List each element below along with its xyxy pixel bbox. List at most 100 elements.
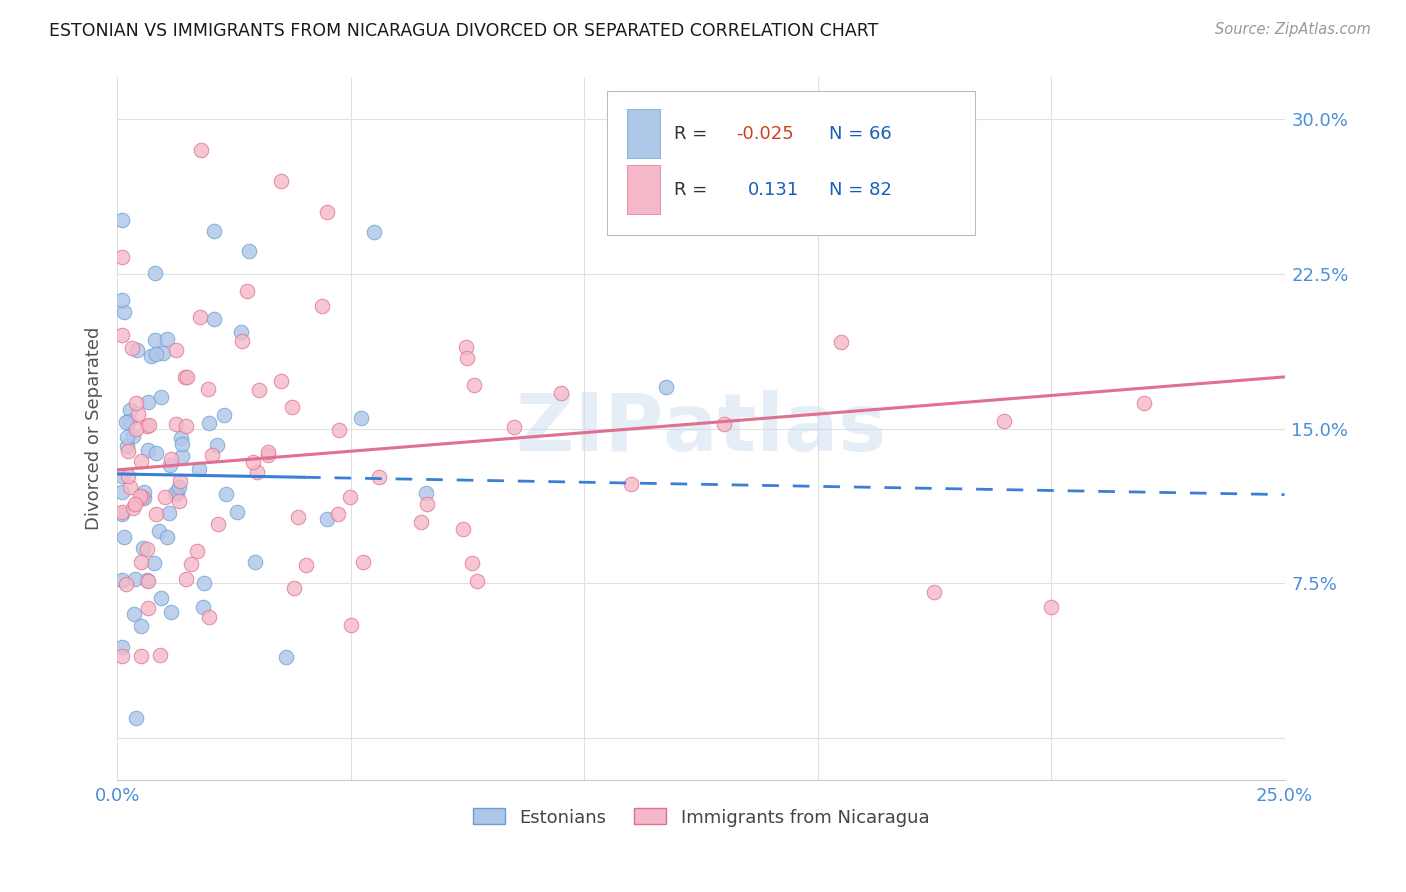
Point <box>713 417 735 431</box>
Text: -0.025: -0.025 <box>735 125 793 143</box>
Point <box>122 501 145 516</box>
Point <box>165 486 187 500</box>
Point <box>125 711 148 725</box>
Point <box>120 480 142 494</box>
Point <box>456 340 478 354</box>
Point <box>174 370 197 384</box>
Point <box>118 402 141 417</box>
Point <box>143 333 166 347</box>
Point <box>202 311 225 326</box>
Point <box>111 293 134 307</box>
Point <box>198 610 221 624</box>
Point <box>138 601 160 615</box>
Point <box>111 250 134 264</box>
Point <box>112 530 135 544</box>
Bar <box>627 165 659 214</box>
Point <box>924 585 946 599</box>
Text: N = 66: N = 66 <box>830 125 891 143</box>
Point <box>143 266 166 280</box>
Point <box>117 443 139 458</box>
Point <box>124 497 146 511</box>
Point <box>226 505 249 519</box>
Point <box>316 204 339 219</box>
Point <box>157 506 180 520</box>
Point <box>145 347 167 361</box>
Point <box>111 328 134 343</box>
Point <box>135 541 157 556</box>
Point <box>114 415 136 429</box>
Point <box>149 648 172 662</box>
Point <box>283 581 305 595</box>
Point <box>129 454 152 468</box>
Point <box>129 555 152 569</box>
Point <box>328 423 350 437</box>
Point <box>111 573 134 587</box>
Point <box>124 573 146 587</box>
Point <box>257 448 280 462</box>
Point <box>287 510 309 524</box>
Point <box>198 416 221 430</box>
Point <box>136 395 159 409</box>
Point <box>180 557 202 571</box>
Point <box>111 648 134 663</box>
Point <box>620 476 643 491</box>
Point <box>207 517 229 532</box>
Text: Source: ZipAtlas.com: Source: ZipAtlas.com <box>1215 22 1371 37</box>
Point <box>363 225 385 239</box>
Point <box>111 507 134 521</box>
Point <box>176 370 198 384</box>
Point <box>125 396 148 410</box>
Point <box>463 378 485 392</box>
Point <box>134 491 156 505</box>
Point <box>114 577 136 591</box>
Point <box>229 325 252 339</box>
Point <box>191 600 214 615</box>
Point <box>121 428 143 442</box>
Point <box>165 417 187 432</box>
Point <box>117 468 139 483</box>
Point <box>295 558 318 573</box>
Point <box>174 572 197 586</box>
Point <box>150 591 173 606</box>
Point <box>415 497 437 511</box>
Point <box>169 432 191 446</box>
Point <box>270 374 292 388</box>
Point <box>153 490 176 504</box>
Point <box>131 618 153 632</box>
Point <box>131 648 153 663</box>
Point <box>326 507 349 521</box>
Point <box>136 419 159 434</box>
Point <box>215 487 238 501</box>
Point <box>456 351 478 366</box>
Point <box>138 574 160 589</box>
Point <box>125 422 148 436</box>
Point <box>246 465 269 479</box>
Point <box>256 444 278 458</box>
Point <box>339 618 361 632</box>
Point <box>172 450 194 464</box>
Point <box>129 489 152 503</box>
Y-axis label: Divorced or Separated: Divorced or Separated <box>86 326 103 530</box>
Point <box>170 437 193 451</box>
Point <box>121 341 143 355</box>
Point <box>136 573 159 587</box>
Point <box>159 458 181 472</box>
Point <box>830 334 852 349</box>
Point <box>238 244 260 259</box>
Point <box>125 343 148 358</box>
Point <box>139 349 162 363</box>
Point <box>409 515 432 529</box>
Point <box>1040 600 1063 615</box>
Point <box>111 212 134 227</box>
Point <box>415 486 437 500</box>
Point <box>111 640 134 655</box>
Point <box>166 343 188 358</box>
Point <box>174 419 197 434</box>
Point <box>503 420 526 434</box>
Point <box>132 541 155 556</box>
Point <box>115 430 138 444</box>
Point <box>145 446 167 460</box>
Point <box>465 574 488 588</box>
Point <box>1133 396 1156 410</box>
Point <box>205 438 228 452</box>
